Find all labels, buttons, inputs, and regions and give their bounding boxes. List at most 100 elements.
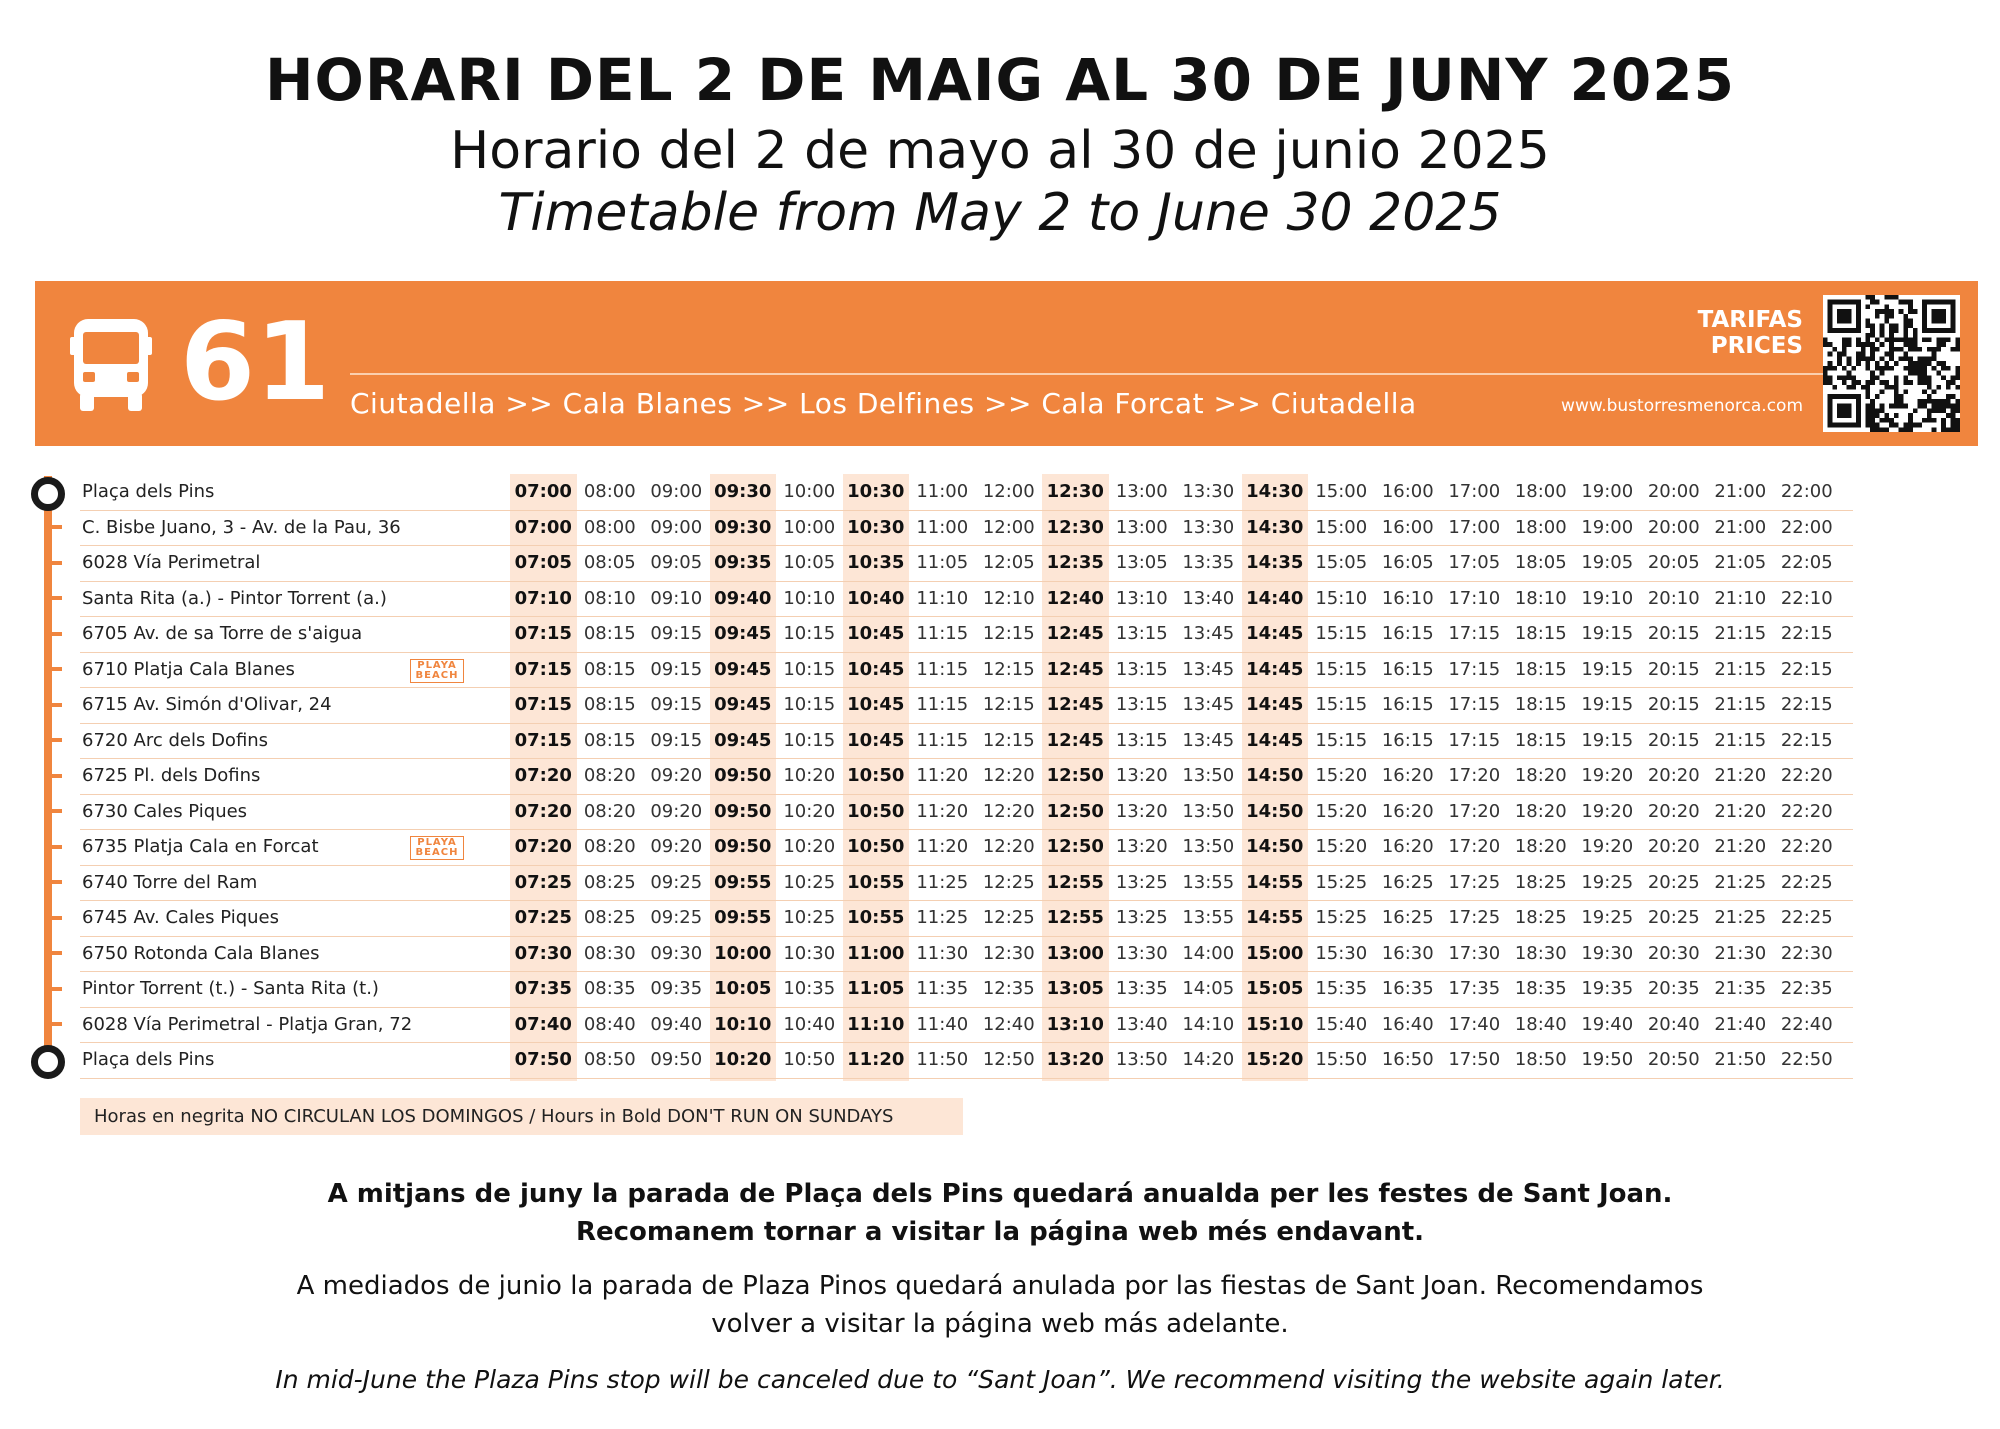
departure-time: 10:45 bbox=[847, 729, 905, 751]
table-row: 6750 Rotonda Cala Blanes 07:30 08:30 09:30 1… bbox=[80, 936, 1853, 972]
departure-time: 15:05 bbox=[1246, 978, 1304, 999]
departure-time: 07:25 bbox=[514, 871, 572, 893]
table-row: 6710 Platja Cala Blanes PLAYA BEACH 07:15 08… bbox=[80, 652, 1853, 688]
departure-time: 10:05 bbox=[714, 978, 772, 999]
departure-time: 22:20 bbox=[1780, 800, 1833, 822]
departure-time: 08:05 bbox=[583, 552, 636, 573]
departure-time: 21:00 bbox=[1714, 481, 1767, 502]
table-row: Pintor Torrent (t.) - Santa Rita (t.) 07:… bbox=[80, 971, 1853, 1008]
departure-time: 13:45 bbox=[1182, 658, 1235, 680]
bold-column-highlight bbox=[510, 474, 577, 1081]
stop-name: 6740 Torre del Ram bbox=[82, 871, 258, 893]
stop-name: 6735 Platja Cala en Forcat bbox=[82, 836, 319, 857]
departure-time: 07:15 bbox=[514, 729, 572, 751]
stop-name: 6705 Av. de sa Torre de s'aigua bbox=[82, 623, 363, 644]
departure-time: 14:05 bbox=[1182, 978, 1235, 999]
departure-time: 17:00 bbox=[1448, 481, 1501, 502]
title-catalan: HORARI DEL 2 DE MAIG AL 30 DE JUNY 2025 bbox=[265, 46, 1735, 114]
departure-time: 17:15 bbox=[1448, 694, 1501, 715]
table-row: 6725 Pl. dels Dofins 07:20 08:20 09:20 09:50… bbox=[80, 758, 1853, 795]
stop-name: Plaça dels Pins bbox=[82, 1049, 215, 1070]
departure-time: 07:20 bbox=[514, 836, 572, 857]
departure-time: 14:35 bbox=[1246, 552, 1304, 573]
departure-time: 19:15 bbox=[1581, 729, 1634, 751]
departure-time: 19:25 bbox=[1581, 871, 1634, 893]
departure-time: 11:15 bbox=[916, 729, 969, 751]
departure-time: 10:45 bbox=[847, 658, 905, 680]
departure-time: 13:15 bbox=[1115, 623, 1168, 644]
table-row: 6730 Cales Piques 07:20 08:20 09:20 09:50 10:… bbox=[80, 794, 1853, 830]
departure-time: 12:20 bbox=[982, 836, 1035, 857]
departure-time: 15:30 bbox=[1315, 942, 1368, 964]
departure-time: 12:50 bbox=[1046, 800, 1104, 822]
departure-time: 13:15 bbox=[1115, 729, 1168, 751]
stop-name: 6725 Pl. dels Dofins bbox=[82, 765, 261, 786]
departure-time: 19:15 bbox=[1581, 694, 1634, 715]
departure-time: 17:15 bbox=[1448, 623, 1501, 644]
departure-time: 16:00 bbox=[1381, 516, 1434, 538]
departure-time: 11:20 bbox=[916, 800, 969, 822]
departure-time: 20:00 bbox=[1647, 516, 1700, 538]
departure-time: 13:45 bbox=[1182, 623, 1235, 644]
departure-time: 15:15 bbox=[1315, 623, 1368, 644]
departure-time: 11:15 bbox=[916, 623, 969, 644]
departure-time: 18:20 bbox=[1514, 836, 1567, 857]
departure-time: 11:25 bbox=[916, 907, 969, 928]
departure-time: 14:10 bbox=[1182, 1013, 1235, 1035]
stop-name: 6730 Cales Piques bbox=[82, 800, 248, 822]
beach-badge: PLAYA BEACH bbox=[410, 836, 464, 860]
departure-time: 17:25 bbox=[1448, 871, 1501, 893]
table-row: 6705 Av. de sa Torre de s'aigua 07:15 08:1… bbox=[80, 616, 1853, 653]
departure-time: 21:10 bbox=[1714, 587, 1767, 609]
departure-time: 12:45 bbox=[1046, 623, 1104, 644]
stop-name: 6715 Av. Simón d'Olivar, 24 bbox=[82, 694, 332, 715]
departure-time: 14:00 bbox=[1182, 942, 1235, 964]
departure-time: 20:20 bbox=[1647, 836, 1700, 857]
departure-time: 15:15 bbox=[1315, 729, 1368, 751]
departure-time: 14:45 bbox=[1246, 623, 1304, 644]
departure-time: 08:50 bbox=[583, 1049, 636, 1070]
website-link[interactable]: www.bustorresmenorca.com bbox=[1561, 396, 1803, 416]
departure-time: 14:50 bbox=[1246, 836, 1304, 857]
departure-time: 08:10 bbox=[583, 587, 636, 609]
notice-catalan-line2: Recomanem tornar a visitar la página web… bbox=[575, 1217, 1425, 1247]
departure-time: 22:15 bbox=[1780, 729, 1833, 751]
departure-time: 13:20 bbox=[1115, 765, 1168, 786]
departure-time: 19:10 bbox=[1581, 587, 1634, 609]
departure-time: 13:45 bbox=[1182, 694, 1235, 715]
departure-time: 08:20 bbox=[583, 836, 636, 857]
qr-code-icon[interactable] bbox=[1823, 295, 1960, 432]
departure-time: 13:05 bbox=[1115, 552, 1168, 573]
departure-time: 12:30 bbox=[1046, 481, 1104, 502]
stop-tick bbox=[52, 915, 62, 920]
departure-time: 21:15 bbox=[1714, 658, 1767, 680]
departure-time: 10:35 bbox=[847, 552, 905, 573]
departure-time: 21:50 bbox=[1714, 1049, 1767, 1070]
departure-time: 08:20 bbox=[583, 765, 636, 786]
departure-time: 15:25 bbox=[1315, 871, 1368, 893]
prices-link[interactable]: TARIFAS PRICES bbox=[1698, 307, 1803, 359]
stop-tick bbox=[52, 525, 62, 530]
departure-time: 12:45 bbox=[1046, 694, 1104, 715]
stop-tick bbox=[52, 844, 62, 849]
departure-time: 21:15 bbox=[1714, 623, 1767, 644]
departure-time: 09:55 bbox=[714, 871, 772, 893]
departure-time: 20:20 bbox=[1647, 765, 1700, 786]
departure-time: 14:45 bbox=[1246, 658, 1304, 680]
departure-time: 12:40 bbox=[982, 1013, 1035, 1035]
departure-time: 07:30 bbox=[514, 942, 572, 964]
stop-tick bbox=[52, 702, 62, 707]
bold-column-highlight bbox=[709, 474, 776, 1081]
departure-time: 17:50 bbox=[1448, 1049, 1501, 1070]
notice-english: In mid-June the Plaza Pins stop will be … bbox=[275, 1365, 1725, 1394]
departure-time: 20:15 bbox=[1647, 623, 1700, 644]
departure-time: 22:35 bbox=[1780, 978, 1833, 999]
departure-time: 16:15 bbox=[1381, 623, 1434, 644]
departure-time: 12:20 bbox=[982, 800, 1035, 822]
stop-name: C. Bisbe Juano, 3 - Av. de la Pau, 36 bbox=[82, 516, 401, 538]
departure-time: 08:30 bbox=[583, 942, 636, 964]
table-row: 6740 Torre del Ram 07:25 08:25 09:25 09:55 10… bbox=[80, 865, 1853, 901]
departure-time: 08:15 bbox=[583, 694, 636, 715]
departure-time: 07:35 bbox=[514, 978, 572, 999]
departure-time: 22:20 bbox=[1780, 836, 1833, 857]
